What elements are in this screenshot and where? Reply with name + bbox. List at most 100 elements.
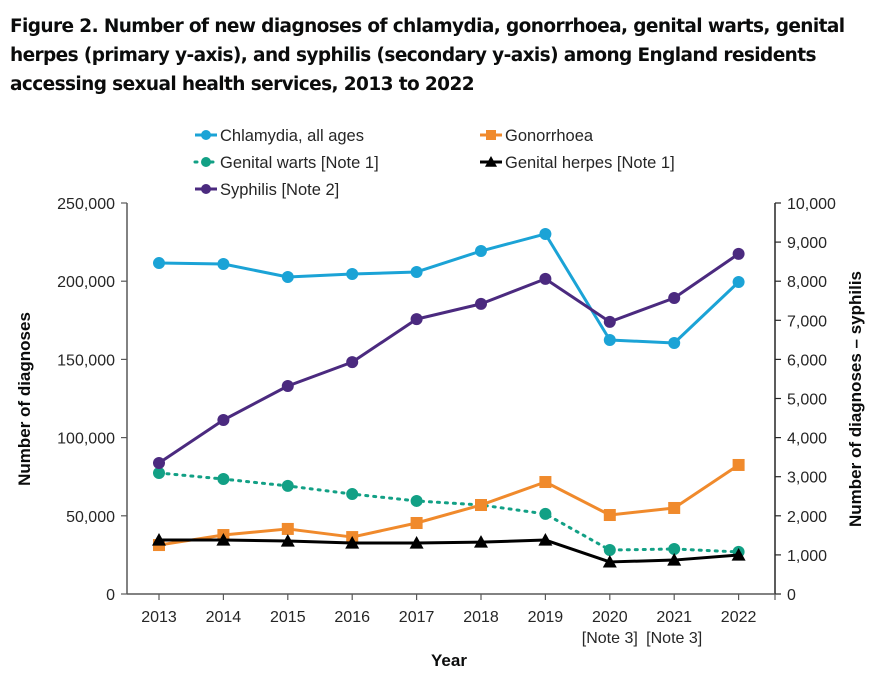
legend-marker (201, 184, 211, 194)
data-point (731, 548, 746, 561)
x-axis-title: Year (431, 651, 467, 670)
data-point (539, 227, 552, 240)
data-point (153, 257, 165, 270)
series-line (157, 471, 741, 554)
data-point (410, 265, 423, 278)
data-point (346, 268, 359, 281)
x-tick-label: 2013 (141, 609, 177, 626)
data-point (603, 334, 616, 347)
data-point (346, 356, 359, 369)
x-tick-label: 2014 (206, 609, 242, 626)
y2-tick-label: 7,000 (787, 313, 827, 330)
legend-item: Gonorrhoea (480, 127, 594, 145)
axes: 0 50,000 100,000 150,000 200,000 250,000 0 1,00… (57, 196, 836, 647)
data-point (409, 536, 424, 549)
data-point (281, 522, 294, 535)
series-chlamydia-all-ages (153, 227, 745, 349)
legend-item: Syphilis [Note 2] (195, 181, 339, 199)
data-point (667, 553, 682, 566)
data-point (603, 509, 616, 522)
y-tick-label: 200,000 (57, 274, 115, 291)
legend-item: Genital herpes [Note 1] (480, 154, 675, 172)
data-point (539, 476, 552, 489)
data-point (475, 297, 487, 310)
series-genital-herpes-note (152, 533, 746, 568)
data-point (603, 315, 616, 328)
data-point (474, 535, 488, 548)
data-point (346, 488, 359, 501)
data-point (668, 336, 681, 349)
legend-label: Gonorrhoea (505, 127, 594, 145)
y2-tick-label: 6,000 (787, 352, 827, 369)
y2-tick-label: 5,000 (787, 392, 827, 409)
data-point (538, 533, 553, 546)
y-tick-label: 100,000 (57, 431, 115, 448)
y2-axis-title: Number of diagnoses – syphilis (846, 271, 865, 527)
data-point (153, 457, 165, 470)
y2-tick-label: 9,000 (787, 235, 827, 252)
data-point (410, 313, 423, 326)
x-tick-label: 2022 (721, 609, 757, 626)
legend-marker (201, 157, 211, 167)
data-point (539, 507, 552, 520)
x-tick-label: 2018 (463, 609, 499, 626)
data-point (217, 473, 230, 486)
series-genital-warts-note (153, 466, 745, 558)
data-point (410, 494, 423, 507)
data-point (668, 501, 681, 514)
series-syphilis-note (153, 247, 745, 470)
data-point (539, 272, 552, 285)
y2-tick-label: 0 (787, 587, 796, 604)
y2-tick-label: 1,000 (787, 548, 827, 565)
data-point (668, 542, 681, 555)
legend-label: Syphilis [Note 2] (220, 181, 339, 199)
series-line (158, 232, 740, 345)
y-tick-label: 150,000 (57, 352, 115, 369)
legend-marker (486, 130, 496, 140)
y-tick-label: 250,000 (57, 196, 115, 213)
x-tick-label: 2016 (334, 609, 370, 626)
legend-label: Genital herpes [Note 1] (505, 154, 675, 172)
y2-tick-label: 3,000 (787, 470, 827, 487)
y2-tick-label: 2,000 (787, 509, 827, 526)
legend: Chlamydia, all ages Gonorrhoea Genital war… (193, 127, 675, 199)
figure-title: Figure 2. Number of new diagnoses of chl… (10, 16, 845, 95)
data-point (153, 466, 165, 479)
series-line (158, 463, 740, 547)
series-group (152, 227, 746, 568)
y-tick-label: 0 (106, 587, 115, 604)
series-gonorrhoea (153, 458, 745, 552)
x-tick-note: [Note 3] (646, 630, 702, 647)
series-line (159, 538, 739, 564)
legend-marker (201, 130, 211, 140)
x-tick-label: 2015 (270, 609, 306, 626)
x-tick-label: 2021 (656, 609, 692, 626)
data-point (281, 270, 294, 283)
x-tick-note: [Note 3] (582, 630, 638, 647)
data-point (603, 544, 616, 557)
data-point (602, 554, 617, 568)
data-point (732, 458, 745, 471)
series-line (158, 252, 740, 465)
data-point (281, 479, 294, 492)
x-tick-label: 2020 (592, 609, 628, 626)
data-point (732, 275, 745, 288)
y2-tick-label: 4,000 (787, 431, 827, 448)
data-point (217, 414, 230, 427)
data-point (280, 533, 295, 547)
data-point (732, 247, 745, 260)
legend-marker (485, 156, 497, 167)
y2-tick-label: 8,000 (787, 274, 827, 291)
data-point (216, 533, 231, 546)
legend-item: Chlamydia, all ages (195, 127, 364, 145)
legend-label: Genital warts [Note 1] (220, 154, 379, 172)
data-point (475, 499, 487, 512)
y-axis-title: Number of diagnoses (15, 312, 34, 486)
data-point (152, 533, 166, 546)
data-point (345, 536, 360, 549)
data-point (475, 245, 487, 258)
data-point (668, 292, 681, 305)
data-point (410, 516, 423, 529)
legend-label: Chlamydia, all ages (220, 127, 364, 145)
